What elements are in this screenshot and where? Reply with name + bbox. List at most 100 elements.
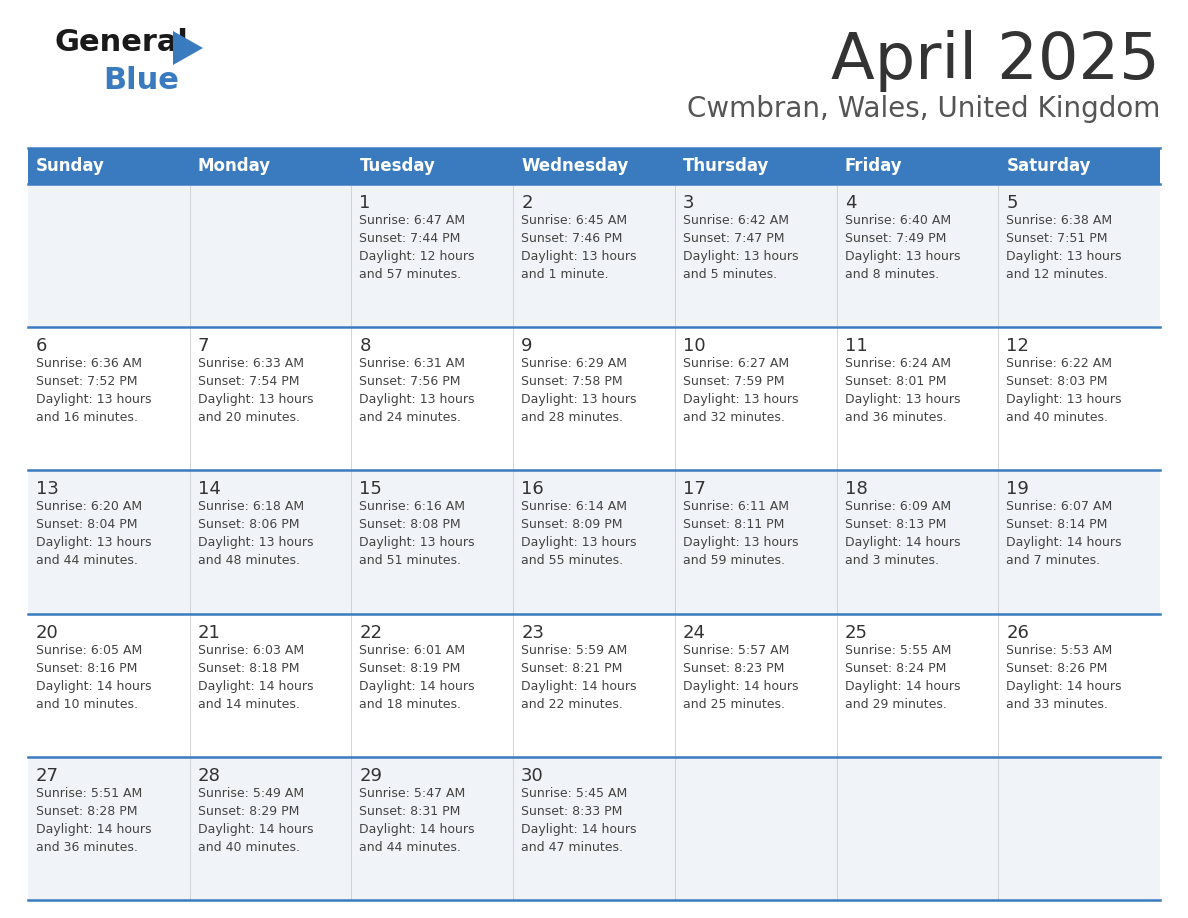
Text: Sunrise: 6:27 AM: Sunrise: 6:27 AM (683, 357, 789, 370)
Text: Sunset: 7:44 PM: Sunset: 7:44 PM (360, 232, 461, 245)
Text: Sunrise: 6:07 AM: Sunrise: 6:07 AM (1006, 500, 1112, 513)
Text: 22: 22 (360, 623, 383, 642)
Text: and 40 minutes.: and 40 minutes. (197, 841, 299, 854)
Text: and 28 minutes.: and 28 minutes. (522, 411, 624, 424)
Text: Sunrise: 6:42 AM: Sunrise: 6:42 AM (683, 214, 789, 227)
Text: Sunrise: 5:57 AM: Sunrise: 5:57 AM (683, 644, 789, 656)
Text: Sunday: Sunday (36, 157, 105, 175)
Text: Wednesday: Wednesday (522, 157, 628, 175)
Text: 18: 18 (845, 480, 867, 498)
Text: Sunset: 7:56 PM: Sunset: 7:56 PM (360, 375, 461, 388)
Text: Sunset: 8:23 PM: Sunset: 8:23 PM (683, 662, 784, 675)
Text: Sunrise: 5:51 AM: Sunrise: 5:51 AM (36, 787, 143, 800)
Text: Sunset: 8:08 PM: Sunset: 8:08 PM (360, 519, 461, 532)
Text: Daylight: 13 hours: Daylight: 13 hours (683, 250, 798, 263)
Text: 4: 4 (845, 194, 857, 212)
Text: 7: 7 (197, 337, 209, 355)
Text: Sunset: 7:52 PM: Sunset: 7:52 PM (36, 375, 138, 388)
Text: and 59 minutes.: and 59 minutes. (683, 554, 785, 567)
Text: Thursday: Thursday (683, 157, 770, 175)
Text: Sunset: 8:26 PM: Sunset: 8:26 PM (1006, 662, 1107, 675)
Text: Daylight: 13 hours: Daylight: 13 hours (1006, 250, 1121, 263)
Text: Daylight: 14 hours: Daylight: 14 hours (360, 823, 475, 835)
Text: Daylight: 13 hours: Daylight: 13 hours (845, 393, 960, 406)
Text: Daylight: 13 hours: Daylight: 13 hours (683, 536, 798, 549)
Text: Sunset: 8:24 PM: Sunset: 8:24 PM (845, 662, 946, 675)
Text: Daylight: 13 hours: Daylight: 13 hours (683, 393, 798, 406)
Text: Sunset: 8:03 PM: Sunset: 8:03 PM (1006, 375, 1107, 388)
Bar (29, 756, 1159, 900)
Text: Sunset: 8:14 PM: Sunset: 8:14 PM (1006, 519, 1107, 532)
Text: Sunset: 8:33 PM: Sunset: 8:33 PM (522, 805, 623, 818)
Text: and 12 minutes.: and 12 minutes. (1006, 268, 1108, 281)
Text: Daylight: 13 hours: Daylight: 13 hours (522, 250, 637, 263)
Bar (29, 327, 1159, 470)
Text: and 14 minutes.: and 14 minutes. (197, 698, 299, 711)
Text: Sunrise: 6:45 AM: Sunrise: 6:45 AM (522, 214, 627, 227)
Text: Daylight: 14 hours: Daylight: 14 hours (683, 679, 798, 692)
Text: General: General (55, 28, 189, 57)
Text: 11: 11 (845, 337, 867, 355)
Bar (29, 184, 1159, 327)
Text: Sunrise: 6:11 AM: Sunrise: 6:11 AM (683, 500, 789, 513)
Text: 14: 14 (197, 480, 221, 498)
Text: Sunset: 8:29 PM: Sunset: 8:29 PM (197, 805, 299, 818)
Polygon shape (173, 31, 203, 65)
Text: 30: 30 (522, 767, 544, 785)
Text: Sunset: 7:49 PM: Sunset: 7:49 PM (845, 232, 946, 245)
Text: and 36 minutes.: and 36 minutes. (36, 841, 138, 854)
Text: 16: 16 (522, 480, 544, 498)
Text: 17: 17 (683, 480, 706, 498)
Text: and 16 minutes.: and 16 minutes. (36, 411, 138, 424)
Text: 6: 6 (36, 337, 48, 355)
Text: Daylight: 14 hours: Daylight: 14 hours (36, 679, 152, 692)
Text: Sunset: 8:11 PM: Sunset: 8:11 PM (683, 519, 784, 532)
Text: 19: 19 (1006, 480, 1029, 498)
Text: Sunset: 7:59 PM: Sunset: 7:59 PM (683, 375, 784, 388)
Text: Daylight: 13 hours: Daylight: 13 hours (1006, 393, 1121, 406)
Text: Sunset: 8:21 PM: Sunset: 8:21 PM (522, 662, 623, 675)
Text: Sunrise: 6:29 AM: Sunrise: 6:29 AM (522, 357, 627, 370)
Text: and 48 minutes.: and 48 minutes. (197, 554, 299, 567)
Text: Sunrise: 6:20 AM: Sunrise: 6:20 AM (36, 500, 143, 513)
Text: and 55 minutes.: and 55 minutes. (522, 554, 624, 567)
Text: 9: 9 (522, 337, 532, 355)
Text: Sunset: 7:47 PM: Sunset: 7:47 PM (683, 232, 784, 245)
Text: Daylight: 13 hours: Daylight: 13 hours (845, 250, 960, 263)
Text: and 40 minutes.: and 40 minutes. (1006, 411, 1108, 424)
Text: Sunset: 8:28 PM: Sunset: 8:28 PM (36, 805, 138, 818)
Text: Saturday: Saturday (1006, 157, 1091, 175)
Text: and 1 minute.: and 1 minute. (522, 268, 608, 281)
Text: Daylight: 13 hours: Daylight: 13 hours (522, 536, 637, 549)
Text: 1: 1 (360, 194, 371, 212)
Text: and 36 minutes.: and 36 minutes. (845, 411, 947, 424)
Text: and 7 minutes.: and 7 minutes. (1006, 554, 1100, 567)
Text: Daylight: 12 hours: Daylight: 12 hours (360, 250, 475, 263)
Text: 26: 26 (1006, 623, 1029, 642)
Text: Sunset: 7:58 PM: Sunset: 7:58 PM (522, 375, 623, 388)
Bar (29, 148, 1159, 184)
Text: Monday: Monday (197, 157, 271, 175)
Text: Sunrise: 5:45 AM: Sunrise: 5:45 AM (522, 787, 627, 800)
Text: Daylight: 14 hours: Daylight: 14 hours (1006, 679, 1121, 692)
Text: Daylight: 13 hours: Daylight: 13 hours (360, 536, 475, 549)
Text: and 44 minutes.: and 44 minutes. (36, 554, 138, 567)
Text: 25: 25 (845, 623, 867, 642)
Text: Sunrise: 5:59 AM: Sunrise: 5:59 AM (522, 644, 627, 656)
Text: 3: 3 (683, 194, 694, 212)
Text: and 8 minutes.: and 8 minutes. (845, 268, 939, 281)
Text: Daylight: 13 hours: Daylight: 13 hours (360, 393, 475, 406)
Text: Tuesday: Tuesday (360, 157, 435, 175)
Text: and 18 minutes.: and 18 minutes. (360, 698, 461, 711)
Text: 24: 24 (683, 623, 706, 642)
Text: 21: 21 (197, 623, 221, 642)
Text: Sunrise: 6:16 AM: Sunrise: 6:16 AM (360, 500, 466, 513)
Text: Sunrise: 6:14 AM: Sunrise: 6:14 AM (522, 500, 627, 513)
Bar (29, 470, 1159, 613)
Text: Sunset: 8:06 PM: Sunset: 8:06 PM (197, 519, 299, 532)
Text: Friday: Friday (845, 157, 902, 175)
Text: Sunset: 7:46 PM: Sunset: 7:46 PM (522, 232, 623, 245)
Text: Sunrise: 6:24 AM: Sunrise: 6:24 AM (845, 357, 950, 370)
Text: April 2025: April 2025 (832, 30, 1159, 92)
Text: Sunset: 8:01 PM: Sunset: 8:01 PM (845, 375, 946, 388)
